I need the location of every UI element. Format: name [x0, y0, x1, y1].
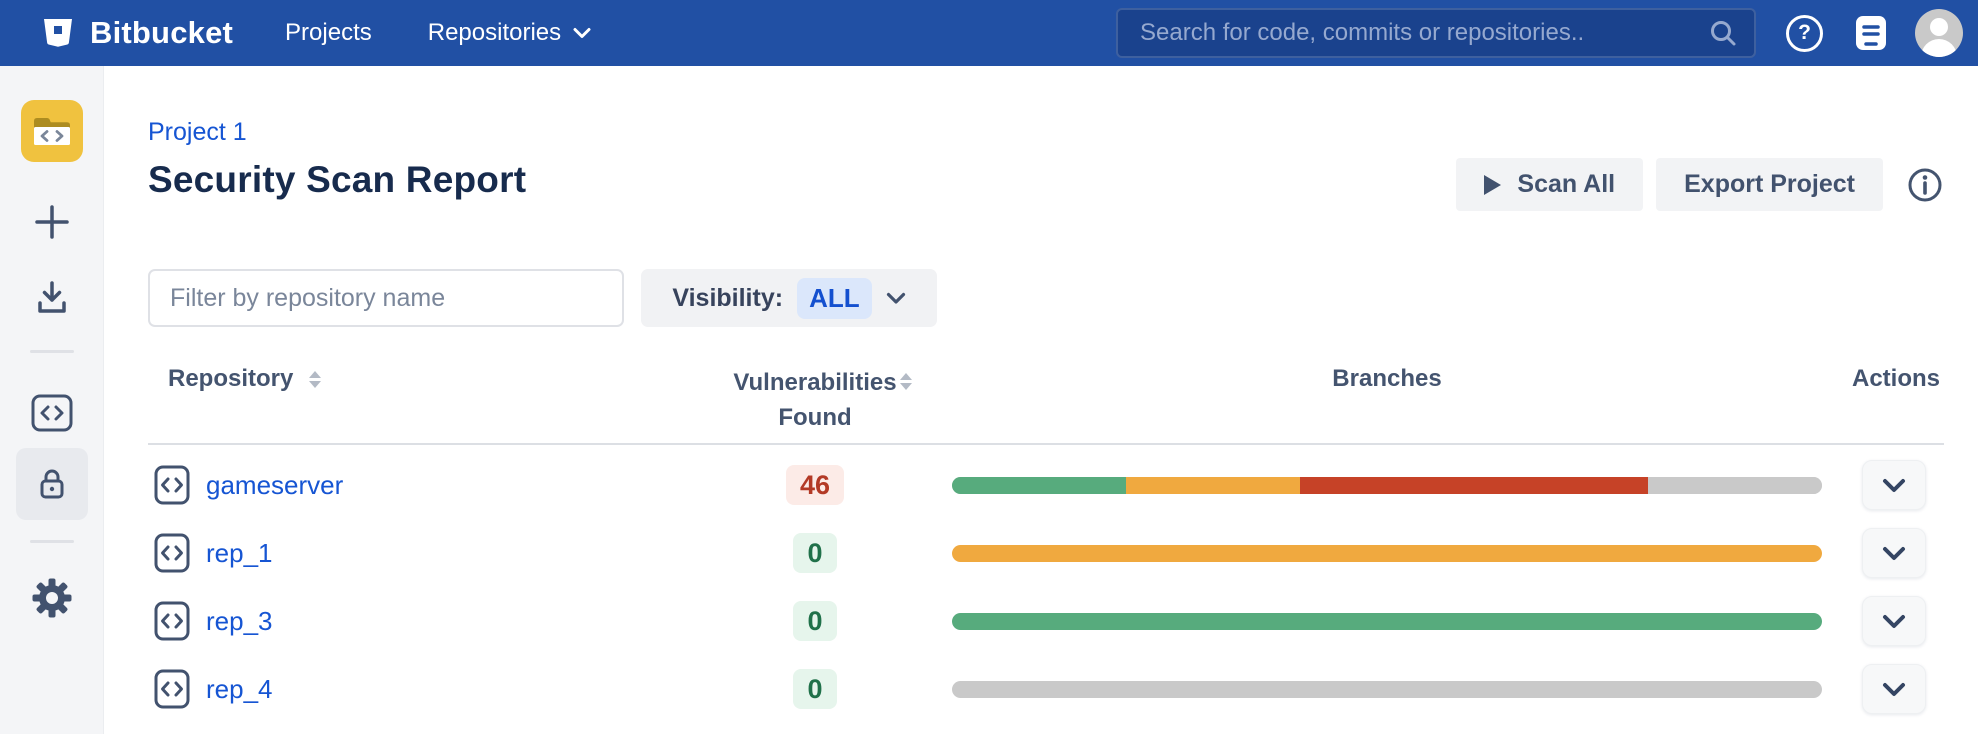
- vulnerabilities-cell: 0: [700, 601, 930, 641]
- repository-link[interactable]: gameserver: [206, 469, 344, 500]
- sidebar-item-source[interactable]: [0, 394, 104, 432]
- branch-status-bar: [952, 612, 1822, 630]
- visibility-value: ALL: [797, 277, 872, 319]
- vulnerability-count-badge: 0: [793, 533, 837, 573]
- play-icon: [1484, 174, 1502, 195]
- repository-icon: [152, 465, 192, 505]
- notifications-icon[interactable]: [1853, 13, 1889, 53]
- info-button[interactable]: [1906, 166, 1944, 204]
- repository-cell: rep_4: [148, 669, 700, 709]
- top-navbar: Bitbucket Projects Repositories ?: [0, 0, 1978, 66]
- chevron-down-icon: [1882, 478, 1906, 493]
- help-icon[interactable]: ?: [1786, 14, 1823, 52]
- repository-filter-input[interactable]: [148, 269, 624, 327]
- chevron-down-icon: [1882, 682, 1906, 697]
- column-header-actions: Actions: [1851, 365, 1940, 392]
- row-actions-dropdown-button[interactable]: [1862, 596, 1926, 646]
- left-sidebar: [0, 66, 104, 734]
- actions-cell: [1844, 528, 1944, 578]
- page-title: Security Scan Report: [148, 159, 527, 200]
- table-row: gameserver 46: [148, 451, 1944, 519]
- sort-icon[interactable]: [309, 370, 322, 388]
- plus-icon: [32, 202, 72, 242]
- branches-cell: [930, 476, 1844, 494]
- project-avatar[interactable]: [21, 100, 83, 162]
- repository-icon: [152, 669, 192, 709]
- chevron-down-icon: [1882, 614, 1906, 629]
- vulnerability-count-badge: 0: [793, 669, 837, 709]
- row-actions-dropdown-button[interactable]: [1862, 460, 1926, 510]
- nav-projects[interactable]: Projects: [285, 19, 372, 46]
- table-row: rep_4 0: [148, 655, 1944, 723]
- repository-icon: [152, 533, 192, 573]
- repository-link[interactable]: rep_1: [206, 537, 273, 568]
- main-content: Project 1 Security Scan Report Scan All …: [104, 66, 1978, 734]
- table-body: gameserver 46 rep_1 0: [148, 451, 1944, 723]
- branch-status-bar: [952, 476, 1822, 494]
- scan-all-button[interactable]: Scan All: [1456, 158, 1644, 211]
- chevron-down-icon: [886, 292, 906, 305]
- vulnerability-count-badge: 0: [793, 601, 837, 641]
- vulnerability-count-badge: 46: [785, 465, 845, 505]
- repository-cell: rep_3: [148, 601, 700, 641]
- row-actions-dropdown-button[interactable]: [1862, 528, 1926, 578]
- brand-name: Bitbucket: [90, 15, 234, 50]
- vulnerabilities-cell: 46: [700, 465, 930, 505]
- repository-link[interactable]: rep_3: [206, 605, 273, 636]
- column-header-branches: Branches: [1332, 365, 1442, 392]
- actions-cell: [1844, 596, 1944, 646]
- branches-cell: [930, 544, 1844, 562]
- vulnerabilities-cell: 0: [700, 533, 930, 573]
- repository-link[interactable]: rep_4: [206, 673, 273, 704]
- primary-nav: Projects Repositories: [285, 19, 591, 47]
- info-icon: [1906, 166, 1944, 204]
- visibility-label: Visibility:: [672, 283, 784, 312]
- repository-icon: [152, 601, 192, 641]
- bitbucket-logo-icon: [40, 15, 76, 51]
- branches-cell: [930, 680, 1844, 698]
- sidebar-divider: [30, 350, 74, 353]
- gear-icon: [30, 576, 74, 620]
- import-button[interactable]: [0, 278, 104, 318]
- export-project-button[interactable]: Export Project: [1656, 158, 1883, 211]
- bitbucket-brand[interactable]: Bitbucket: [40, 15, 233, 51]
- create-button[interactable]: [0, 202, 104, 242]
- repository-cell: rep_1: [148, 533, 700, 573]
- settings-button[interactable]: [0, 576, 104, 620]
- code-icon: [31, 394, 73, 432]
- nav-repositories[interactable]: Repositories: [428, 19, 591, 47]
- folder-code-icon: [32, 115, 72, 147]
- sort-icon[interactable]: [900, 373, 912, 390]
- repository-cell: gameserver: [148, 465, 700, 505]
- visibility-dropdown[interactable]: Visibility: ALL: [641, 269, 937, 327]
- global-search[interactable]: [1116, 8, 1756, 58]
- breadcrumb-project-link[interactable]: Project 1: [148, 118, 247, 146]
- lock-icon: [32, 464, 72, 504]
- search-input[interactable]: [1140, 19, 1708, 47]
- column-header-repository[interactable]: Repository: [148, 365, 700, 393]
- chevron-down-icon: [573, 27, 591, 39]
- sidebar-item-security[interactable]: [16, 448, 88, 520]
- user-avatar[interactable]: [1915, 9, 1963, 57]
- column-header-vulnerabilities[interactable]: Vulnerabilities Found: [700, 365, 930, 435]
- vulnerabilities-cell: 0: [700, 669, 930, 709]
- table-row: rep_1 0: [148, 519, 1944, 587]
- sidebar-divider: [30, 540, 74, 543]
- search-icon[interactable]: [1708, 18, 1738, 48]
- table-row: rep_3 0: [148, 587, 1944, 655]
- row-actions-dropdown-button[interactable]: [1862, 664, 1926, 714]
- branch-status-bar: [952, 680, 1822, 698]
- branch-status-bar: [952, 544, 1822, 562]
- actions-cell: [1844, 664, 1944, 714]
- actions-cell: [1844, 460, 1944, 510]
- filter-row: Visibility: ALL: [148, 269, 1944, 327]
- download-icon: [32, 278, 72, 318]
- table-header: Repository Vulnerabilities Found Branche…: [148, 351, 1944, 445]
- branches-cell: [930, 612, 1844, 630]
- chevron-down-icon: [1882, 546, 1906, 561]
- header-actions: Scan All Export Project: [1456, 158, 1944, 211]
